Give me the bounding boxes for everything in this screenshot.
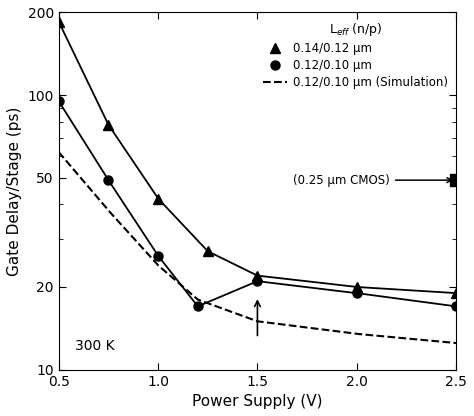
Y-axis label: Gate Delay/Stage (ps): Gate Delay/Stage (ps) xyxy=(7,106,22,276)
0.12/0.10 μm (Simulation) xyxy=(56,150,62,155)
0.14/0.12 μm xyxy=(354,285,360,290)
0.12/0.10 μm xyxy=(56,99,62,104)
0.14/0.12 μm xyxy=(205,249,210,254)
Text: (0.25 μm CMOS): (0.25 μm CMOS) xyxy=(293,173,452,187)
0.12/0.10 μm (Simulation) xyxy=(291,323,297,328)
0.12/0.10 μm (Simulation) xyxy=(391,335,396,340)
0.12/0.10 μm (Simulation) xyxy=(292,324,298,329)
Text: 300 K: 300 K xyxy=(74,339,114,353)
0.14/0.12 μm xyxy=(155,196,161,201)
Line: 0.12/0.10 μm (Simulation): 0.12/0.10 μm (Simulation) xyxy=(59,152,456,343)
0.12/0.10 μm (Simulation) xyxy=(416,337,422,342)
Line: 0.12/0.10 μm: 0.12/0.10 μm xyxy=(54,97,461,311)
0.12/0.10 μm xyxy=(106,178,111,183)
X-axis label: Power Supply (V): Power Supply (V) xyxy=(192,394,323,409)
0.14/0.12 μm xyxy=(453,291,459,296)
0.14/0.12 μm xyxy=(255,273,260,278)
0.12/0.10 μm (Simulation) xyxy=(299,324,305,329)
0.14/0.12 μm xyxy=(106,122,111,127)
Line: 0.14/0.12 μm: 0.14/0.12 μm xyxy=(54,17,461,297)
0.12/0.10 μm xyxy=(453,304,459,309)
0.14/0.12 μm xyxy=(56,19,62,24)
0.12/0.10 μm xyxy=(354,291,360,296)
0.12/0.10 μm (Simulation) xyxy=(57,151,63,156)
0.12/0.10 μm xyxy=(155,253,161,258)
0.12/0.10 μm xyxy=(255,279,260,284)
0.12/0.10 μm xyxy=(195,304,201,309)
0.12/0.10 μm (Simulation) xyxy=(453,341,459,346)
Legend: 0.14/0.12 μm, 0.12/0.10 μm, 0.12/0.10 μm (Simulation): 0.14/0.12 μm, 0.12/0.10 μm, 0.12/0.10 μm… xyxy=(261,18,450,92)
